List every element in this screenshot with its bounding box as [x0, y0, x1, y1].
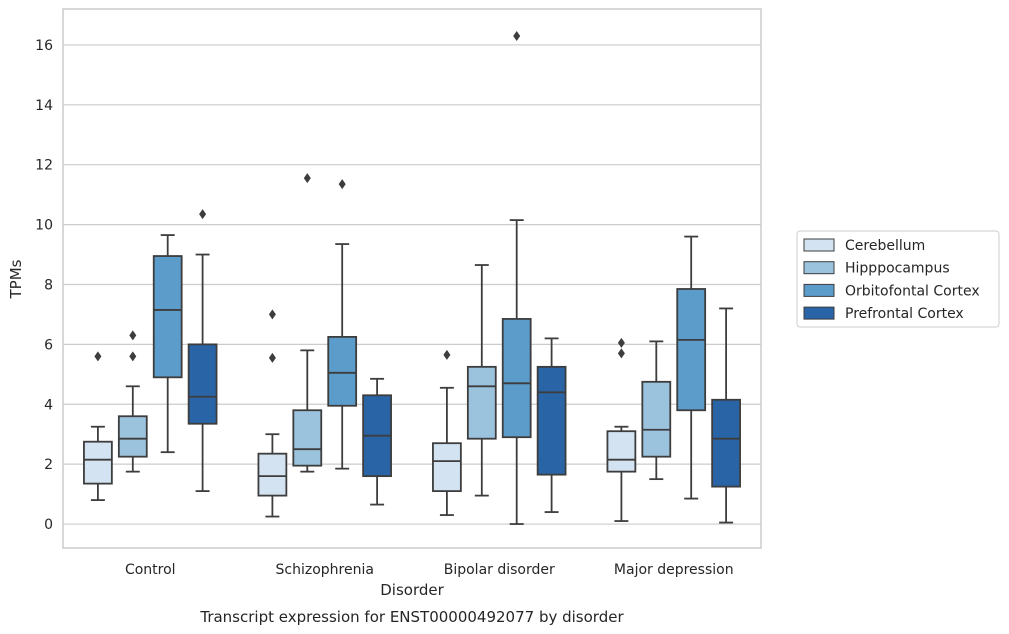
box-group	[117, 330, 148, 473]
outlier-point	[268, 309, 276, 320]
x-tick-label: Schizophrenia	[276, 562, 374, 578]
box-group	[711, 307, 741, 524]
box-group	[641, 340, 672, 481]
box-iqr	[187, 343, 218, 425]
box-group	[257, 309, 288, 518]
y-axis-label: TPMs	[7, 259, 25, 299]
y-tick-label: 12	[35, 158, 53, 174]
outlier-point	[513, 30, 521, 41]
x-tick-labels: Control Schizophrenia Bipolar disorder Majo…	[125, 562, 734, 578]
box-iqr	[641, 380, 672, 458]
legend-swatch	[803, 306, 835, 320]
box-group	[466, 264, 497, 497]
outlier-point	[129, 351, 137, 362]
y-tick-label: 6	[44, 337, 53, 353]
box-iqr	[711, 398, 741, 488]
y-tick-label: 4	[44, 397, 53, 413]
boxes	[83, 30, 741, 525]
legend-swatch	[803, 283, 835, 297]
plot-area-border	[62, 8, 762, 549]
outlier-point	[617, 337, 625, 348]
box-iqr	[257, 452, 288, 497]
box-group	[362, 377, 392, 506]
outlier-point	[338, 179, 346, 190]
legend: Cerebellum Hipppocampus Orbitofontal Corte…	[796, 230, 1000, 328]
box-group	[327, 179, 358, 470]
legend-frame	[796, 230, 1000, 328]
outlier-point	[303, 173, 311, 184]
box-group	[292, 173, 323, 473]
legend-entries: Cerebellum Hipppocampus Orbitofontal Corte…	[803, 238, 980, 322]
box-group	[187, 209, 218, 493]
x-axis-label: Disorder	[380, 581, 444, 599]
legend-swatch	[803, 238, 835, 252]
box-group	[536, 337, 567, 513]
outlier-point	[443, 349, 451, 360]
box-group	[676, 235, 707, 500]
box-iqr	[292, 409, 323, 467]
legend-label: Orbitofontal Cortex	[845, 283, 980, 299]
y-tick-label: 16	[35, 38, 53, 54]
x-tick-label: Control	[125, 562, 176, 578]
outlier-point	[94, 351, 102, 362]
box-group	[83, 351, 113, 501]
outlier-point	[617, 348, 625, 359]
box-iqr	[327, 335, 358, 407]
box-iqr	[676, 288, 707, 412]
y-tick-label: 2	[44, 457, 53, 473]
legend-label: Hipppocampus	[845, 261, 950, 277]
x-tick-label: Bipolar disorder	[444, 562, 555, 578]
box-group	[432, 349, 462, 516]
y-tick-label: 8	[44, 277, 53, 293]
y-tick-label: 10	[35, 218, 53, 234]
y-tick-label: 0	[44, 517, 53, 533]
box-group	[501, 30, 532, 525]
box-group	[606, 337, 637, 522]
box-iqr	[83, 440, 113, 485]
legend-swatch	[803, 261, 835, 275]
legend-label: Prefrontal Cortex	[845, 306, 964, 322]
outlier-point	[199, 209, 207, 220]
outlier-point	[129, 330, 137, 341]
box-iqr	[606, 430, 637, 473]
chart-title: Transcript expression for ENST0000049207…	[199, 608, 624, 626]
box-iqr	[536, 365, 567, 476]
y-tick-label: 14	[35, 98, 53, 114]
box-group	[152, 234, 183, 454]
legend-label: Cerebellum	[845, 238, 925, 254]
x-tick-label: Major depression	[614, 562, 734, 578]
outlier-point	[268, 352, 276, 363]
box-iqr	[152, 255, 183, 379]
box-iqr	[117, 415, 148, 458]
box-iqr	[466, 365, 497, 440]
box-iqr	[432, 442, 462, 493]
box-iqr	[501, 318, 532, 439]
y-tick-labels: 0 2 4 6 8 10 12 14 16	[35, 38, 53, 533]
